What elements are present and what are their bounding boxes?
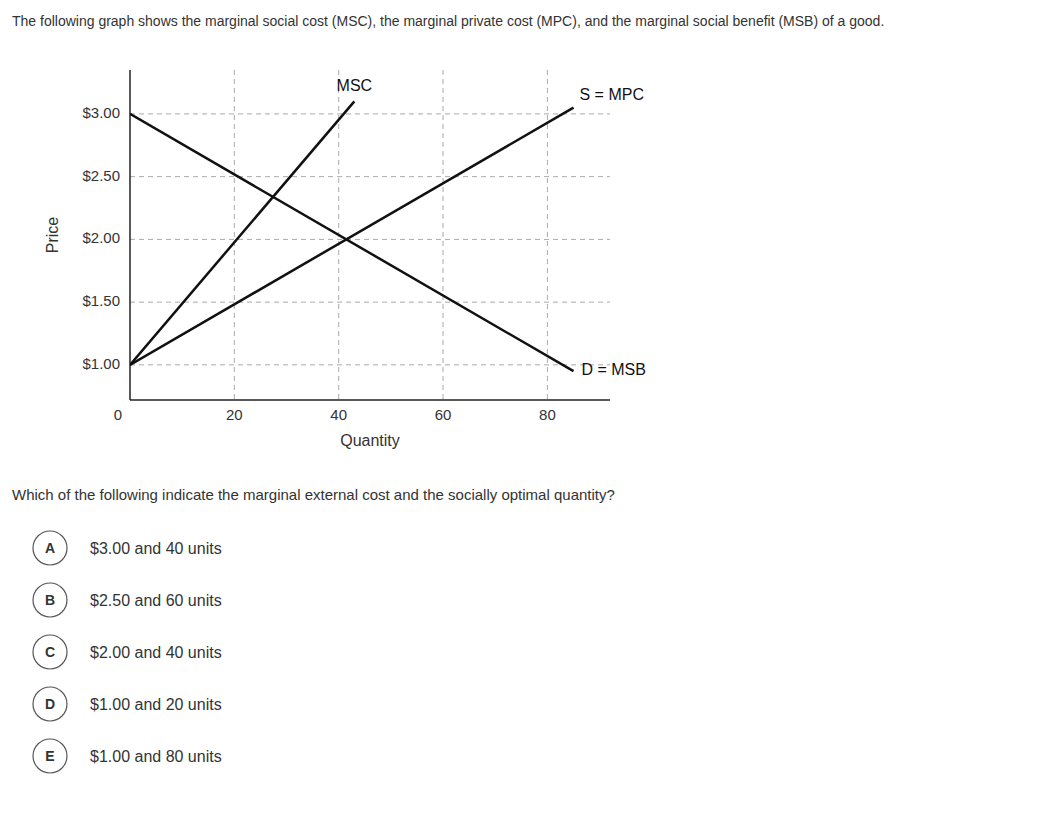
option-circle (33, 583, 67, 617)
x-axis (130, 399, 610, 401)
option-letter: D (45, 696, 55, 712)
question: Which of the following indicate the marg… (12, 486, 615, 503)
grid-line (130, 302, 610, 303)
option-circle (33, 739, 67, 773)
tick-label: $3.00 (82, 104, 120, 121)
option-letter: C (45, 644, 55, 660)
grid-line (443, 70, 444, 400)
series-label: S = MPC (579, 86, 643, 103)
tick-label: $2.50 (82, 167, 120, 184)
grid-line (234, 70, 235, 400)
option-circle (33, 687, 67, 721)
grid-line (547, 70, 548, 400)
option-letter: A (45, 540, 55, 556)
tick-label: 40 (330, 406, 347, 423)
title: The following graph shows the marginal s… (12, 13, 884, 29)
option-letter: E (45, 748, 54, 764)
tick-label: 80 (539, 406, 556, 423)
chart: The following graph shows the marginal s… (0, 0, 1038, 818)
series-line (130, 101, 354, 364)
y-axis-label: Price (44, 217, 61, 254)
y-axis (129, 70, 131, 400)
grid-line (130, 113, 610, 114)
x-axis-label: Quantity (340, 432, 400, 449)
option-letter: B (45, 592, 55, 608)
option-text: $1.00 and 20 units (90, 696, 222, 713)
grid-line (130, 239, 610, 240)
series-group (130, 101, 573, 371)
series-line (130, 108, 573, 365)
option-text: $2.00 and 40 units (90, 644, 222, 661)
option-circle (33, 531, 67, 565)
series-line (130, 114, 573, 371)
option-text: $2.50 and 60 units (90, 592, 222, 609)
tick-label: $1.50 (82, 292, 120, 309)
series-label: MSC (337, 77, 373, 94)
tick-label: 20 (226, 406, 243, 423)
grid-line (130, 364, 610, 365)
grid-line (130, 176, 610, 177)
tick-label: $2.00 (82, 229, 120, 246)
option-circle (33, 635, 67, 669)
option-text: $3.00 and 40 units (90, 540, 222, 557)
tick-label: $1.00 (82, 355, 120, 372)
tick-label: 60 (435, 406, 452, 423)
option-text: $1.00 and 80 units (90, 748, 222, 765)
series-label: D = MSB (581, 361, 645, 378)
origin-label: 0 (114, 406, 122, 423)
